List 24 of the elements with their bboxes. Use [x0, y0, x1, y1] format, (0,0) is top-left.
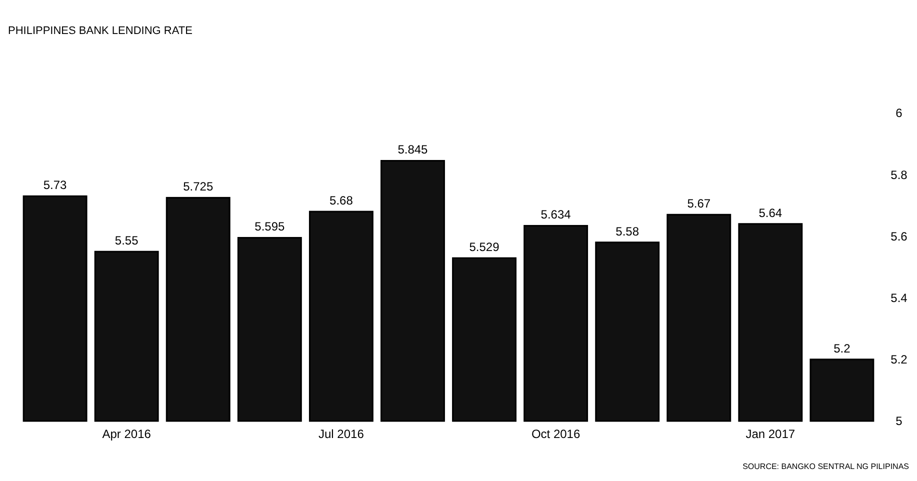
y-tick-label: 6 — [896, 106, 903, 120]
source-note: SOURCE: BANGKO SENTRAL NG PILIPINAS — [742, 462, 909, 471]
data-label: 5.725 — [183, 180, 214, 194]
y-tick-label: 5 — [896, 414, 903, 428]
x-tick-label: Oct 2016 — [531, 427, 580, 441]
data-label: 5.55 — [114, 234, 139, 248]
data-label: 5.68 — [330, 194, 354, 208]
x-tick-label: Apr 2016 — [102, 427, 152, 441]
chart-title: PHILIPPINES BANK LENDING RATE — [8, 25, 192, 37]
data-label: 5.73 — [43, 178, 68, 192]
data-label: 5.2 — [834, 341, 851, 356]
y-tick-label: 5.2 — [890, 352, 908, 367]
data-label: 5.595 — [254, 220, 285, 234]
data-label: 5.58 — [616, 224, 640, 238]
data-label: 5.64 — [758, 206, 782, 220]
x-tick-label: Jul 2016 — [318, 427, 364, 441]
y-tick-label: 5.4 — [890, 291, 908, 305]
y-tick-label: 5.6 — [890, 229, 908, 244]
data-label: 5.634 — [540, 208, 572, 222]
y-tick-label: 5.8 — [890, 168, 908, 182]
data-label: 5.845 — [398, 142, 428, 157]
data-label: 5.67 — [687, 196, 711, 211]
x-tick-label: Jan 2017 — [746, 427, 796, 441]
data-label: 5.529 — [469, 240, 500, 254]
